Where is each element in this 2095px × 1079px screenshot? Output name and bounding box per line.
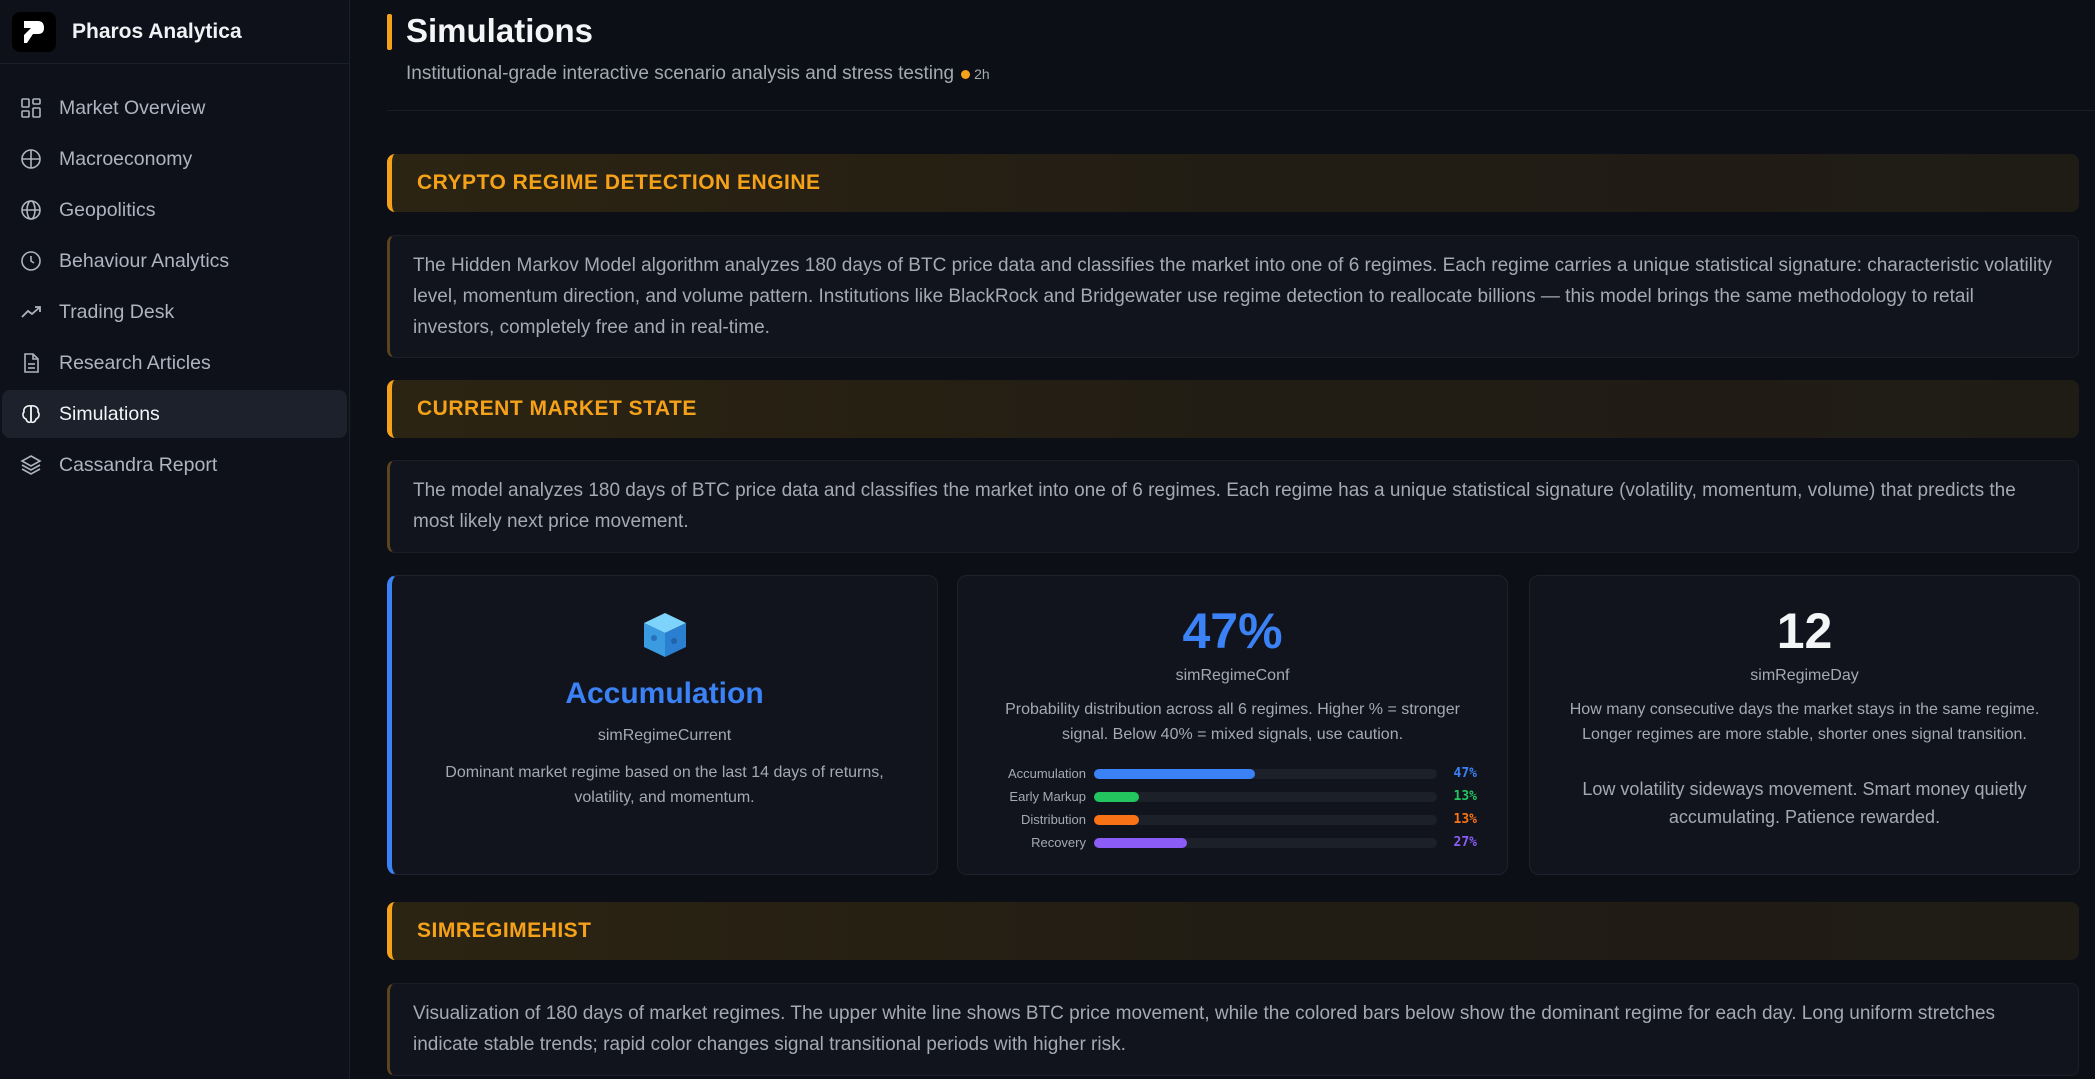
sidebar-item-label: Simulations <box>59 402 160 425</box>
status-dot-icon <box>961 69 971 79</box>
probability-value: 27% <box>1453 835 1477 850</box>
probability-track <box>1094 837 1437 848</box>
current-regime-name: Accumulation <box>565 677 764 710</box>
probability-bar <box>1094 837 1187 848</box>
probability-track <box>1094 791 1437 802</box>
sidebar-item-label: Market Overview <box>59 96 206 119</box>
sidebar: Pharos Analytica Market Overview Macroec… <box>0 0 350 1079</box>
current-regime-description: Dominant market regime based on the last… <box>445 764 884 806</box>
page-subtitle-text: Institutional-grade interactive scenario… <box>406 63 955 84</box>
globe-icon <box>21 200 41 220</box>
probability-value: 47% <box>1453 766 1477 781</box>
main-content: Simulations Institutional-grade interact… <box>351 0 2095 1079</box>
probability-value: 13% <box>1453 812 1477 827</box>
probability-list: Accumulation 47% Early Markup 13% Distributi… <box>988 762 1488 854</box>
page-title: Simulations <box>406 12 594 49</box>
probability-row: Early Markup 13% <box>988 785 1488 808</box>
pharos-logo-icon <box>12 11 56 52</box>
section-header-current-state: CURRENT MARKET STATE <box>387 380 2079 438</box>
regime-current-card: Accumulation simRegimeCurrent Dominant m… <box>387 575 938 875</box>
regime-day-card: 12 simRegimeDay How many consecutive day… <box>1529 575 2080 875</box>
regime-day-description: How many consecutive days the market sta… <box>1569 701 2040 743</box>
probability-label: Early Markup <box>1009 789 1086 804</box>
sidebar-item-geopolitics[interactable]: Geopolitics <box>2 186 347 234</box>
regime-day-note: Low volatility sideways movement. Smart … <box>1582 779 2027 827</box>
confidence-key: simRegimeConf <box>1175 667 1290 684</box>
grid-icon <box>21 98 41 118</box>
brand-name: Pharos Analytica <box>72 19 242 43</box>
probability-track <box>1094 814 1437 825</box>
sidebar-item-cassandra-report[interactable]: Cassandra Report <box>2 441 347 489</box>
section-description-engine: The Hidden Markov Model algorithm analyz… <box>387 235 2079 358</box>
page-header: Simulations Institutional-grade interact… <box>387 0 2095 111</box>
probability-bar <box>1094 768 1256 779</box>
regime-confidence-card: 47% simRegimeConf Probability distributi… <box>957 575 1508 875</box>
sidebar-item-label: Trading Desk <box>59 300 175 323</box>
title-accent <box>387 14 392 50</box>
current-regime-key: simRegimeCurrent <box>597 727 732 744</box>
sidebar-item-market-overview[interactable]: Market Overview <box>2 84 347 132</box>
regime-day-value: 12 <box>1776 603 1833 659</box>
section-header-regime-history: SIMREGIMEHIST <box>387 902 2079 960</box>
sidebar-item-label: Cassandra Report <box>59 453 218 476</box>
probability-row: Distribution 13% <box>988 808 1488 831</box>
brand[interactable]: Pharos Analytica <box>0 0 349 64</box>
probability-label: Accumulation <box>1007 766 1086 781</box>
sidebar-item-trading-desk[interactable]: Trading Desk <box>2 288 347 336</box>
clock-icon <box>21 251 41 271</box>
layers-icon <box>20 455 42 475</box>
section-header-engine: CRYPTO REGIME DETECTION ENGINE <box>387 154 2079 212</box>
probability-value: 13% <box>1453 789 1477 804</box>
cube-icon <box>643 613 686 657</box>
regime-day-key: simRegimeDay <box>1750 667 1859 684</box>
probability-bar <box>1094 791 1139 802</box>
section-description-regime-history: Visualization of 180 days of market regi… <box>387 983 2079 1076</box>
brain-icon <box>22 405 40 424</box>
update-age: 2h <box>974 66 990 82</box>
globe-grid-icon <box>21 149 41 169</box>
probability-row: Recovery 27% <box>988 831 1488 854</box>
sidebar-item-label: Macroeconomy <box>59 147 193 170</box>
trend-icon <box>21 306 41 318</box>
document-icon <box>24 353 39 373</box>
page-subtitle: Institutional-grade interactive scenario… <box>406 63 990 85</box>
sidebar-item-behaviour-analytics[interactable]: Behaviour Analytics <box>2 237 347 285</box>
sidebar-item-research-articles[interactable]: Research Articles <box>2 339 347 387</box>
sidebar-item-macroeconomy[interactable]: Macroeconomy <box>2 135 347 183</box>
probability-track <box>1094 768 1437 779</box>
section-description-current-state: The model analyzes 180 days of BTC price… <box>387 460 2079 553</box>
probability-label: Recovery <box>1031 835 1086 850</box>
probability-label: Distribution <box>1020 812 1086 827</box>
sidebar-item-simulations[interactable]: Simulations <box>2 390 347 438</box>
sidebar-item-label: Geopolitics <box>59 198 156 221</box>
probability-bar <box>1094 814 1139 825</box>
confidence-value: 47% <box>1182 603 1283 659</box>
sidebar-item-label: Research Articles <box>59 351 211 374</box>
confidence-description: Probability distribution across all 6 re… <box>1005 701 1460 743</box>
probability-row: Accumulation 47% <box>988 762 1488 785</box>
sidebar-item-label: Behaviour Analytics <box>59 249 230 272</box>
sidebar-nav: Market Overview Macroeconomy Geopolitics… <box>0 64 349 489</box>
